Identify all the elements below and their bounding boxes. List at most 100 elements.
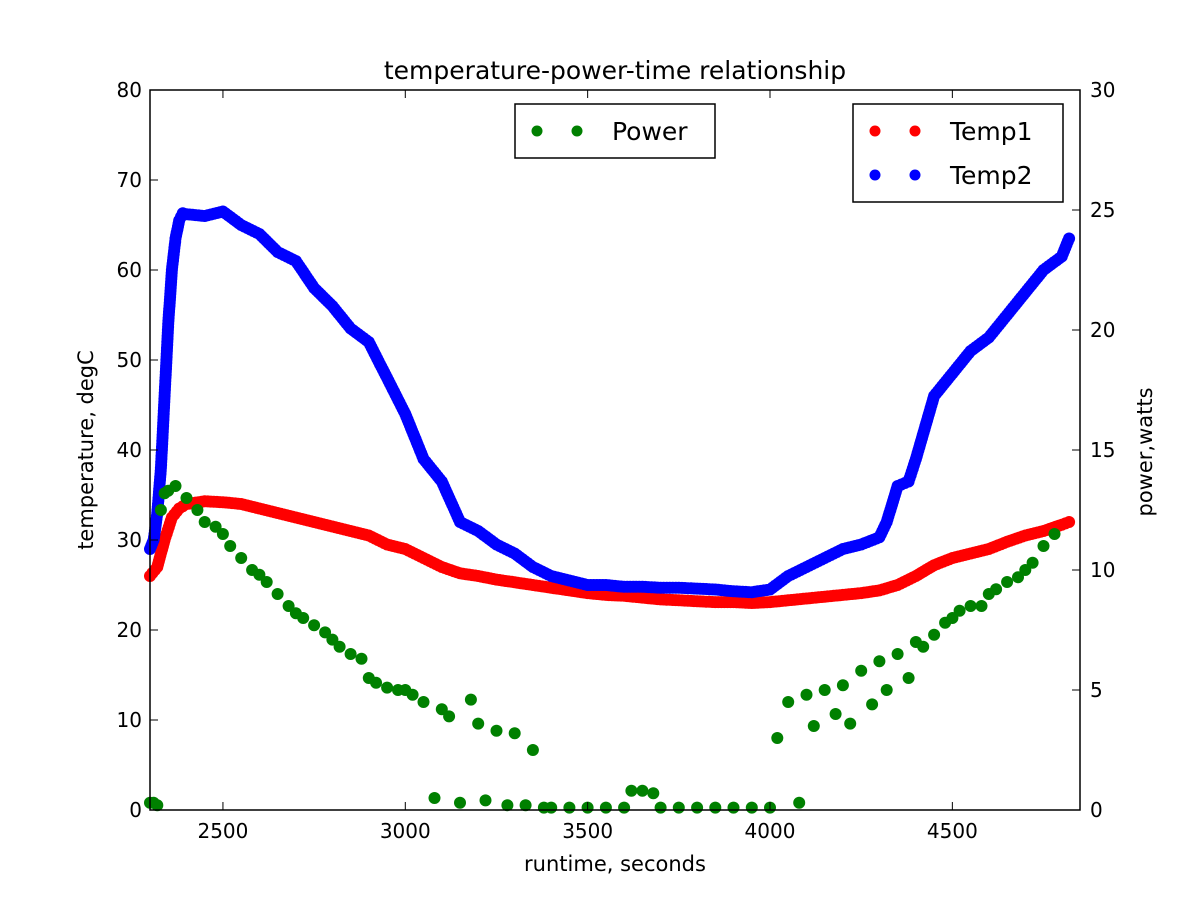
data-point (344, 648, 357, 660)
x-tick-label: 4500 (927, 819, 978, 843)
series-layer (144, 205, 1076, 814)
legend-marker (909, 125, 921, 137)
data-point (224, 540, 237, 552)
data-point (1001, 576, 1014, 588)
data-point (654, 801, 667, 814)
data-point (975, 600, 988, 612)
y-tick-label: 0 (129, 798, 142, 822)
data-point (428, 792, 441, 804)
y-tick-label: 30 (117, 528, 142, 552)
data-point (618, 801, 631, 814)
y-tick-label: 50 (117, 348, 142, 372)
y-tick-label: 70 (117, 168, 142, 192)
legend-marker (531, 125, 543, 137)
legend-label: Power (612, 117, 688, 146)
data-point (406, 688, 419, 701)
ticks-layer: 2500 3000 3500 4000 4500 0 10 20 30 40 50 60 70 80 0 5 1… (117, 78, 1116, 843)
y-tick-label: 40 (117, 438, 142, 462)
data-point (855, 664, 868, 677)
data-point (235, 552, 248, 564)
series-temp2 (144, 205, 1076, 599)
data-point (818, 684, 831, 696)
data-point (151, 799, 164, 812)
data-point (417, 696, 430, 708)
data-point (636, 784, 649, 797)
data-point (691, 801, 704, 814)
data-point (873, 655, 886, 668)
y-tick-label: 20 (117, 618, 142, 642)
data-point (443, 710, 456, 723)
data-point (216, 528, 229, 540)
data-point (308, 619, 321, 632)
y2-tick-label: 10 (1090, 558, 1115, 582)
data-point (829, 708, 842, 720)
data-point (953, 604, 966, 617)
data-point (271, 588, 284, 600)
legend-box (852, 103, 1064, 203)
data-point (154, 504, 167, 516)
data-point (1037, 540, 1050, 552)
data-point (964, 600, 977, 612)
data-point (902, 672, 915, 684)
data-point (917, 640, 930, 653)
data-point (625, 784, 638, 797)
y2-axis-label: power,watts (1133, 387, 1157, 516)
legend-marker (909, 169, 921, 181)
y2-tick-label: 15 (1090, 438, 1115, 462)
legend-top-center: Power (514, 103, 716, 159)
data-point (355, 652, 368, 665)
data-point (435, 703, 448, 716)
data-point (479, 794, 492, 807)
y2-tick-label: 5 (1090, 678, 1103, 702)
data-point (253, 568, 266, 581)
x-tick-label: 4000 (745, 819, 796, 843)
data-point (745, 801, 758, 814)
data-point (1019, 564, 1032, 576)
data-point (727, 801, 740, 814)
data-point (709, 801, 722, 814)
data-point (1048, 528, 1061, 540)
data-point (599, 801, 612, 814)
y-tick-label: 80 (117, 78, 142, 102)
legend-label: Temp2 (949, 161, 1033, 190)
data-point (282, 600, 295, 612)
data-point (472, 717, 485, 730)
data-point (209, 520, 222, 533)
data-point (563, 801, 576, 814)
data-point (836, 679, 849, 692)
data-point (501, 799, 514, 812)
data-point (1063, 232, 1076, 245)
data-point (180, 492, 193, 504)
data-point (1026, 556, 1039, 569)
data-point (191, 504, 204, 516)
legend-top-right: Temp1 Temp2 (852, 103, 1064, 203)
y2-tick-label: 30 (1090, 78, 1115, 102)
data-point (333, 640, 346, 653)
data-point (928, 628, 941, 641)
legend-layer: Power Temp1 Temp2 (514, 103, 1064, 203)
x-tick-label: 3000 (380, 819, 431, 843)
data-point (1012, 571, 1024, 584)
data-point (519, 799, 532, 812)
legend-box (514, 103, 716, 159)
y2-tick-label: 0 (1090, 798, 1103, 822)
x-axis-label: runtime, seconds (524, 852, 706, 876)
data-point (370, 676, 383, 689)
data-point (545, 801, 558, 814)
data-point (771, 732, 784, 744)
data-point (782, 696, 795, 708)
data-point (454, 796, 466, 809)
data-point (844, 717, 857, 730)
data-point (672, 801, 685, 814)
data-point (1063, 516, 1076, 528)
data-point (793, 796, 806, 809)
data-point (490, 724, 503, 737)
data-point (526, 744, 539, 756)
data-point (319, 626, 332, 639)
data-point (990, 583, 1003, 596)
data-point (891, 648, 904, 660)
x-tick-label: 2500 (197, 819, 248, 843)
legend-marker (869, 169, 881, 181)
